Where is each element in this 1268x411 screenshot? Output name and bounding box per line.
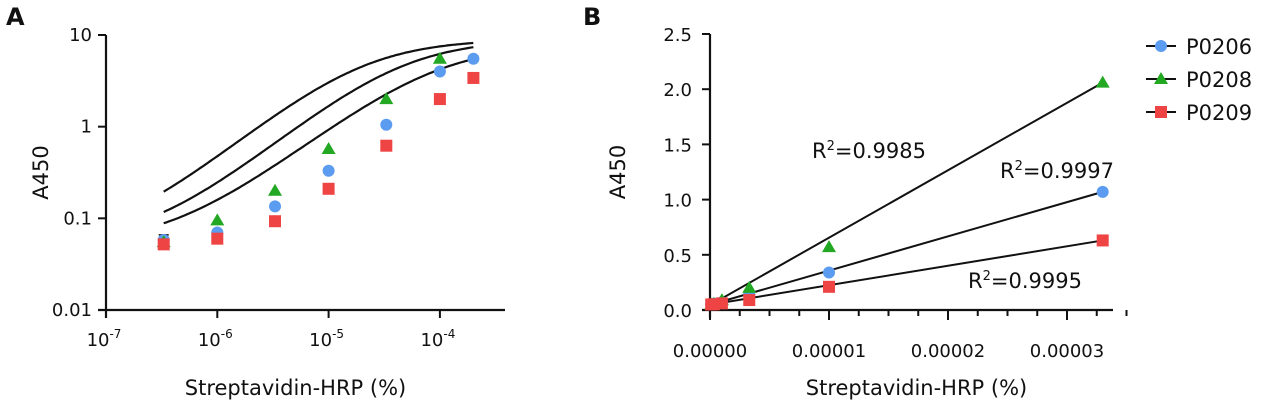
data-point-p0206	[1096, 185, 1109, 198]
data-point-p0208	[1095, 75, 1110, 88]
r2-annotation-p0208: R2=0.9985	[812, 139, 926, 163]
data-point-p0209	[823, 280, 835, 293]
y-tick-label: 0.5	[663, 246, 692, 267]
legend-marker-p0209	[1155, 106, 1167, 118]
data-point-p0206	[467, 52, 480, 65]
x-tick-label: 10-5	[309, 327, 344, 351]
legend: P0206 P0208 P0209	[1146, 35, 1252, 125]
legend-marker-p0208	[1154, 72, 1168, 84]
data-point-p0209	[211, 232, 224, 245]
panel-label-b: B	[583, 3, 601, 31]
x-tick-label: 10-6	[198, 327, 233, 351]
data-point-p0208	[268, 183, 283, 196]
data-point-p0206	[269, 200, 282, 213]
data-point-p0209	[433, 93, 446, 106]
data-point-p0206	[433, 65, 446, 78]
fit-curve-p0209	[163, 58, 474, 225]
data-point-p0209	[157, 238, 170, 251]
legend-marker-p0206	[1155, 40, 1167, 52]
y-tick-label: 0.1	[63, 208, 92, 229]
data-point-p0208	[210, 213, 225, 226]
x-tick-label: 0.00003	[1030, 341, 1104, 362]
data-point-p0208	[321, 142, 336, 155]
legend-label: P0209	[1186, 101, 1252, 125]
data-point-p0208	[379, 92, 394, 105]
data-point-p0209	[1096, 234, 1109, 247]
y-tick-label: 1	[81, 117, 92, 138]
y-tick-label: 0.0	[663, 301, 692, 322]
y-axis-label: A450	[606, 145, 630, 199]
chart-b: 0.0 0.5 1.0 1.5 2.0 2.5 0.00000 0.00001 0.00002 0…	[606, 25, 1252, 400]
data-point-p0208	[822, 240, 836, 253]
x-axis-label: Streptavidin-HRP (%)	[185, 376, 406, 400]
legend-item: P0209	[1146, 101, 1252, 125]
legend-label: P0206	[1186, 35, 1252, 59]
regression-line-p0208	[710, 81, 1104, 306]
x-tick-label: 10-4	[420, 327, 455, 351]
y-tick-label: 2.5	[663, 25, 692, 46]
data-point-p0209	[715, 297, 728, 310]
fit-curve-p0208	[163, 41, 474, 193]
data-point-p0209	[467, 71, 480, 84]
legend-item: P0206	[1146, 35, 1252, 59]
data-point-p0208	[432, 51, 447, 64]
x-tick-label: 10-7	[87, 327, 122, 351]
legend-label: P0208	[1186, 68, 1252, 92]
x-axis-label: Streptavidin-HRP (%)	[806, 376, 1027, 400]
y-tick-label: 1.5	[663, 135, 692, 156]
data-point-p0206	[380, 118, 393, 131]
data-point-p0206	[823, 266, 835, 279]
regression-line-p0209	[711, 239, 1103, 306]
x-tick-label: 0.00000	[673, 341, 747, 362]
y-tick-label: 10	[69, 25, 92, 46]
panel-label-a: A	[6, 3, 25, 31]
regression-line-p0206	[710, 190, 1103, 306]
r2-annotation-p0209: R2=0.9995	[968, 269, 1082, 293]
x-tick-label: 0.00002	[911, 341, 985, 362]
data-point-p0209	[322, 182, 335, 195]
y-tick-label: 2.0	[663, 80, 692, 101]
y-tick-label: 0.01	[52, 300, 92, 321]
legend-item: P0208	[1146, 68, 1252, 92]
chart-a: 0.01 0.1 1 10 10-7 10-6 10-5 10-4 Streptavidin-H…	[29, 25, 505, 400]
r2-annotation-p0206: R2=0.9997	[1000, 159, 1114, 183]
data-point-p0206	[322, 164, 335, 177]
data-point-p0209	[269, 215, 282, 228]
fit-curve-p0206	[163, 46, 474, 213]
data-point-p0208	[742, 280, 757, 293]
y-axis-label: A450	[29, 145, 53, 199]
data-point-p0209	[743, 294, 756, 307]
data-point-p0209	[380, 139, 393, 152]
x-tick-label: 0.00001	[792, 341, 866, 362]
y-tick-label: 1.0	[663, 191, 692, 212]
